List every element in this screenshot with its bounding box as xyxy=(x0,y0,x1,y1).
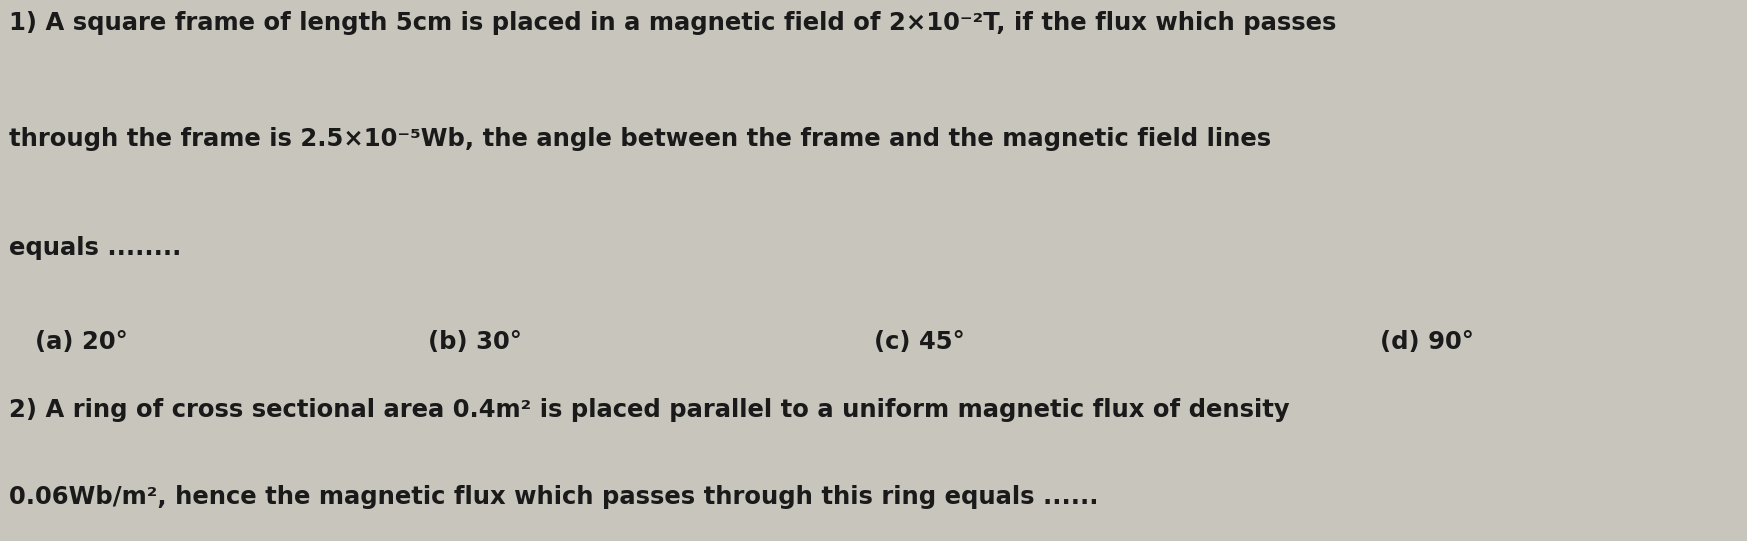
Text: 1) A square frame of length 5cm is placed in a magnetic field of 2×10⁻²T, if the: 1) A square frame of length 5cm is place… xyxy=(9,11,1336,35)
Text: 2) A ring of cross sectional area 0.4m² is placed parallel to a uniform magnetic: 2) A ring of cross sectional area 0.4m² … xyxy=(9,398,1289,422)
Text: equals ........: equals ........ xyxy=(9,236,182,260)
Text: (c) 45°: (c) 45° xyxy=(874,331,964,354)
Text: through the frame is 2.5×10⁻⁵Wb, the angle between the frame and the magnetic fi: through the frame is 2.5×10⁻⁵Wb, the ang… xyxy=(9,128,1270,151)
Text: 0.06Wb/m², hence the magnetic flux which passes through this ring equals ......: 0.06Wb/m², hence the magnetic flux which… xyxy=(9,485,1099,509)
Text: (d) 90°: (d) 90° xyxy=(1380,331,1474,354)
Text: (b) 30°: (b) 30° xyxy=(428,331,522,354)
Text: (a) 20°: (a) 20° xyxy=(35,331,128,354)
